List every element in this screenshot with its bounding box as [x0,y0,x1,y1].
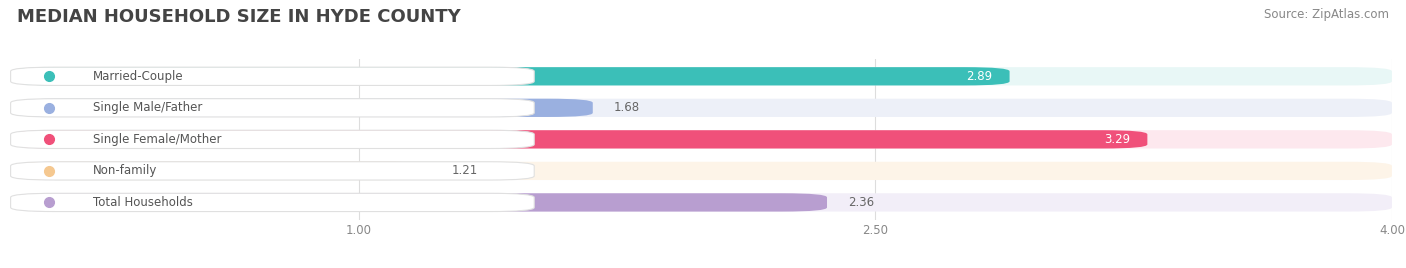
FancyBboxPatch shape [11,99,534,117]
Text: Single Male/Father: Single Male/Father [93,101,202,114]
FancyBboxPatch shape [14,99,1392,117]
FancyBboxPatch shape [14,99,593,117]
Text: Married-Couple: Married-Couple [93,70,184,83]
FancyBboxPatch shape [14,130,1147,148]
FancyBboxPatch shape [14,67,1392,85]
Text: 3.29: 3.29 [1104,133,1130,146]
Text: 2.89: 2.89 [966,70,993,83]
Text: Single Female/Mother: Single Female/Mother [93,133,222,146]
Text: Non-family: Non-family [93,164,157,177]
FancyBboxPatch shape [14,130,1392,148]
FancyBboxPatch shape [11,193,534,211]
Text: 1.21: 1.21 [451,164,478,177]
Text: Source: ZipAtlas.com: Source: ZipAtlas.com [1264,8,1389,21]
Text: 1.68: 1.68 [613,101,640,114]
FancyBboxPatch shape [11,162,534,180]
FancyBboxPatch shape [14,162,1392,180]
FancyBboxPatch shape [14,162,430,180]
Text: MEDIAN HOUSEHOLD SIZE IN HYDE COUNTY: MEDIAN HOUSEHOLD SIZE IN HYDE COUNTY [17,8,461,26]
FancyBboxPatch shape [14,193,1392,211]
FancyBboxPatch shape [11,67,534,85]
FancyBboxPatch shape [14,193,827,211]
Text: 2.36: 2.36 [848,196,873,209]
Text: Total Households: Total Households [93,196,193,209]
FancyBboxPatch shape [11,130,534,148]
FancyBboxPatch shape [14,67,1010,85]
